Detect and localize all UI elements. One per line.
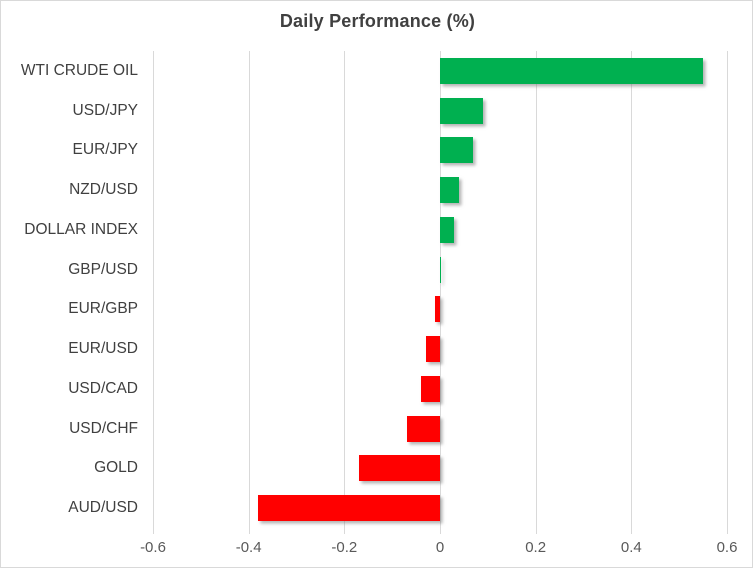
bar-usd-chf bbox=[406, 415, 440, 442]
category-label-wti-crude-oil: WTI CRUDE OIL bbox=[20, 61, 138, 79]
gridline bbox=[344, 51, 345, 534]
bar-dollar-index bbox=[440, 216, 455, 243]
category-label-eur-jpy: EUR/JPY bbox=[72, 141, 138, 159]
bar-gbp-usd bbox=[440, 256, 441, 283]
category-label-eur-gbp: EUR/GBP bbox=[68, 300, 138, 318]
chart-title: Daily Performance (%) bbox=[279, 11, 476, 31]
gridline bbox=[727, 51, 728, 534]
bar-usd-cad bbox=[420, 375, 440, 402]
x-tick-label-neg-0-6: -0.6 bbox=[140, 539, 166, 556]
category-label-dollar-index: DOLLAR INDEX bbox=[24, 220, 138, 238]
x-tick-label-0neg-6: 0.6 bbox=[716, 539, 738, 556]
bar-aud-usd bbox=[258, 495, 440, 522]
category-label-gold: GOLD bbox=[94, 459, 138, 477]
gridline bbox=[249, 51, 250, 534]
gridline bbox=[536, 51, 537, 534]
bar-eur-jpy bbox=[440, 137, 474, 164]
category-label-usd-cad: USD/CAD bbox=[68, 379, 138, 397]
x-tick-label-0: 0 bbox=[435, 539, 445, 556]
bar-wti-crude-oil bbox=[440, 57, 704, 84]
x-tick-label-neg-0-4: -0.4 bbox=[235, 539, 262, 556]
category-label-usd-chf: USD/CHF bbox=[69, 419, 138, 437]
category-label-gbp-usd: GBP/USD bbox=[68, 260, 138, 278]
category-label-usd-jpy: USD/JPY bbox=[72, 101, 138, 119]
bar-gold bbox=[358, 455, 440, 482]
bar-eur-usd bbox=[425, 336, 440, 363]
bar-nzd-usd bbox=[440, 177, 460, 204]
category-label-nzd-usd: NZD/USD bbox=[69, 181, 138, 199]
x-tick-label-0neg-4: 0.4 bbox=[620, 539, 642, 556]
plot-area bbox=[153, 51, 728, 534]
gridline bbox=[631, 51, 632, 534]
gridline bbox=[153, 51, 154, 534]
x-tick-label-neg-0-2: -0.2 bbox=[331, 539, 358, 556]
zero-axis-line bbox=[440, 51, 441, 534]
bar-usd-jpy bbox=[440, 97, 484, 124]
bar-eur-gbp bbox=[435, 296, 440, 323]
category-label-eur-usd: EUR/USD bbox=[68, 340, 138, 358]
category-label-aud-usd: AUD/USD bbox=[68, 499, 138, 517]
x-tick-label-0neg-2: 0.2 bbox=[525, 539, 547, 556]
